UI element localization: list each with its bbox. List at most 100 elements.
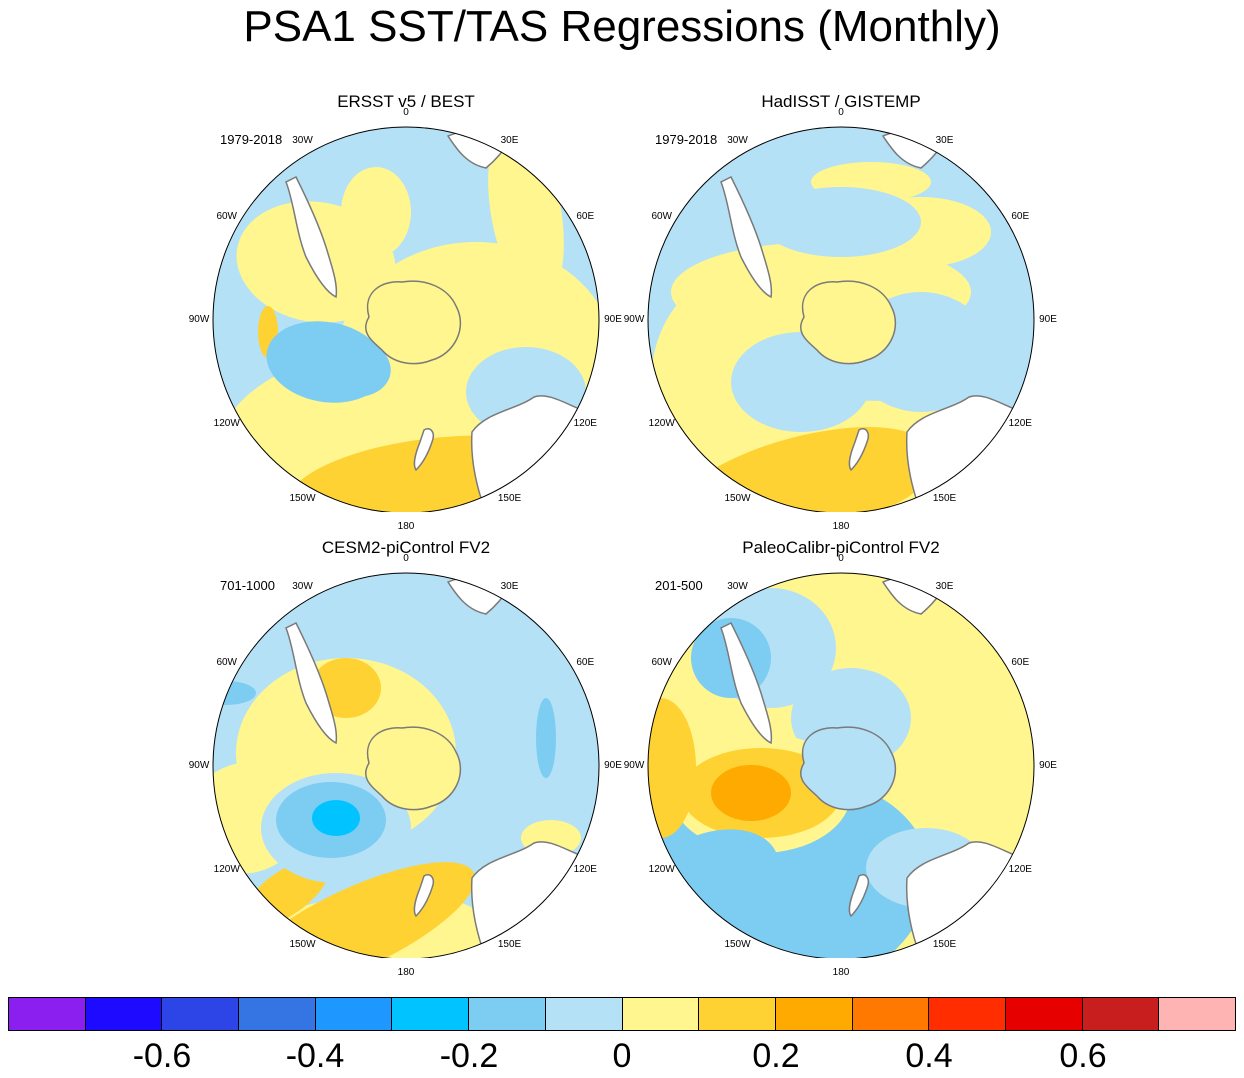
colorbar-tick-label: -0.4	[285, 1037, 345, 1075]
colorbar-box	[239, 998, 316, 1030]
longitude-label: 0	[838, 553, 844, 564]
new-zealand-landmass	[413, 874, 435, 918]
colorbar-box	[622, 998, 700, 1030]
colorbar-box	[775, 998, 853, 1030]
longitude-label: 180	[832, 967, 850, 978]
polar-map	[212, 126, 600, 512]
colorbar-tick-label: 0.6	[1059, 1037, 1107, 1075]
longitude-label: 120E	[1008, 863, 1032, 875]
south-america-landmass	[720, 175, 773, 299]
new-zealand-landmass	[848, 874, 870, 918]
anomaly-region	[236, 862, 476, 958]
colorbar-tick-label: -0.2	[439, 1037, 499, 1075]
anomaly-region	[761, 187, 921, 257]
longitude-label: 120W	[213, 417, 240, 429]
new-zealand-landmass	[848, 428, 870, 472]
longitude-label: 30W	[292, 580, 313, 592]
longitude-label: 0	[838, 107, 844, 118]
map-boundary	[647, 126, 1035, 512]
longitude-label: 30W	[727, 580, 748, 592]
map-field	[648, 573, 1034, 958]
longitude-label: 150W	[289, 939, 316, 951]
longitude-label: 30E	[500, 134, 519, 146]
colorbar-box	[9, 998, 86, 1030]
panel-title: ERSST v5 / BEST	[337, 92, 475, 111]
longitude-label: 60E	[1011, 210, 1030, 222]
panel-period: 201-500	[655, 578, 703, 593]
colorbar-box	[85, 998, 163, 1030]
anomaly-region	[536, 698, 556, 778]
longitude-label: 60E	[576, 210, 595, 222]
longitude-label: 120E	[573, 417, 597, 429]
longitude-label: 60W	[651, 656, 672, 668]
longitude-label: 90W	[188, 760, 210, 771]
polar-map	[212, 572, 600, 958]
longitude-label: 150W	[289, 493, 316, 505]
colorbar-box	[852, 998, 930, 1030]
new-zealand-landmass	[413, 428, 435, 472]
map-field	[213, 573, 599, 958]
map-boundary	[212, 126, 600, 512]
map-boundary	[212, 572, 600, 958]
colorbar-box	[1005, 998, 1083, 1030]
map-field	[648, 127, 1034, 512]
colorbar-box	[699, 998, 776, 1030]
longitude-label: 120W	[648, 417, 675, 429]
panel-title: CESM2-piControl FV2	[321, 538, 491, 557]
longitude-label: 60W	[216, 656, 237, 668]
colorbar-box	[392, 998, 470, 1030]
colorbar-box	[1082, 998, 1160, 1030]
colorbar-box	[545, 998, 623, 1030]
longitude-label: 60W	[216, 210, 237, 222]
longitude-label: 150E	[932, 493, 957, 505]
south-america-landmass	[285, 175, 338, 299]
colorbar-tick-label: -0.6	[132, 1037, 192, 1075]
longitude-label: 90W	[623, 314, 645, 325]
colorbar-tick-label: 0	[612, 1037, 632, 1075]
panel-title: HadISST / GISTEMP	[761, 92, 921, 111]
longitude-label: 150E	[932, 939, 957, 951]
panel-period: 1979-2018	[220, 132, 283, 147]
south-america-landmass	[720, 621, 773, 745]
longitude-label: 30E	[500, 580, 519, 592]
longitude-label: 90E	[604, 760, 622, 771]
polar-map	[647, 126, 1035, 512]
longitude-label: 30E	[935, 134, 954, 146]
colorbar-box	[315, 998, 393, 1030]
longitude-label: 30W	[292, 134, 313, 146]
colorbar-box	[162, 998, 240, 1030]
longitude-label: 60E	[1011, 656, 1030, 668]
colorbar-tick-label: 0.4	[905, 1037, 953, 1075]
anomaly-region	[648, 698, 696, 838]
longitude-label: 150E	[497, 939, 522, 951]
colorbar-tick-label: 0.2	[752, 1037, 800, 1075]
longitude-label: 30W	[727, 134, 748, 146]
colorbar-tick-labels: -0.6 -0.4 -0.2 0 0.2 0.4 0.6	[0, 1036, 1244, 1076]
longitude-label: 0	[403, 553, 409, 564]
longitude-label: 180	[832, 521, 850, 532]
longitude-label: 150W	[724, 939, 751, 951]
figure-title: PSA1 SST/TAS Regressions (Monthly)	[243, 2, 1001, 51]
antarctica-landmass	[799, 726, 897, 811]
longitude-label: 60W	[651, 210, 672, 222]
antarctica-landmass	[799, 280, 897, 365]
longitude-label: 120E	[573, 863, 597, 875]
longitude-label: 180	[397, 521, 415, 532]
longitude-label: 0	[403, 107, 409, 118]
panel-period: 1979-2018	[655, 132, 718, 147]
longitude-label: 90W	[623, 760, 645, 771]
longitude-label: 30E	[935, 580, 954, 592]
polar-map	[647, 572, 1035, 958]
panel-period: 701-1000	[220, 578, 275, 593]
panel-ersst: ERSST v5 / BEST 1979-2018 0 30E 60E 90E 120E…	[186, 92, 626, 532]
antarctica-landmass	[364, 726, 462, 811]
colorbar	[8, 997, 1236, 1031]
longitude-label: 150W	[724, 493, 751, 505]
anomaly-region	[711, 765, 791, 821]
longitude-label: 120W	[213, 863, 240, 875]
map-field	[213, 127, 599, 512]
anomaly-region	[312, 800, 360, 836]
panel-hadisst: HadISST / GISTEMP 1979-2018 0 30E 60E 90E 12…	[621, 92, 1061, 532]
longitude-label: 180	[397, 967, 415, 978]
colorbar-box	[469, 998, 546, 1030]
